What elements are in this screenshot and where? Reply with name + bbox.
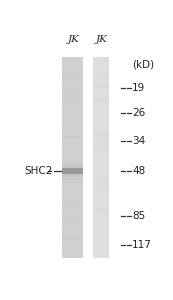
Bar <box>62 173 83 177</box>
Bar <box>93 240 110 244</box>
Bar <box>93 57 110 258</box>
Bar <box>62 244 83 250</box>
Bar <box>62 126 83 130</box>
Text: 26: 26 <box>132 108 145 118</box>
Bar <box>62 163 83 167</box>
Bar <box>62 83 83 87</box>
Bar <box>62 92 83 98</box>
Text: JK: JK <box>67 35 79 44</box>
Bar <box>62 200 83 204</box>
Bar <box>62 74 83 80</box>
Text: 117: 117 <box>132 240 152 250</box>
Bar <box>62 234 83 239</box>
Bar <box>93 73 110 75</box>
Bar <box>93 114 110 118</box>
Bar <box>93 229 110 232</box>
Bar <box>93 250 110 256</box>
Bar <box>62 93 83 98</box>
Bar <box>93 144 110 149</box>
Bar <box>93 93 110 95</box>
Bar <box>62 221 83 224</box>
Bar <box>62 179 83 181</box>
Text: 34: 34 <box>132 136 145 146</box>
Text: 85: 85 <box>132 211 145 221</box>
Bar <box>62 119 83 123</box>
Bar <box>62 57 83 258</box>
Text: JK: JK <box>96 35 108 44</box>
Bar <box>62 100 83 103</box>
Bar <box>93 242 110 245</box>
Bar <box>62 177 83 180</box>
Bar <box>62 179 83 183</box>
Bar <box>93 59 110 62</box>
Bar <box>93 182 110 185</box>
Bar <box>62 192 83 196</box>
Bar <box>62 237 83 242</box>
Bar <box>62 165 83 169</box>
Bar <box>62 61 83 66</box>
Bar <box>62 216 83 221</box>
Bar <box>62 131 83 137</box>
Bar <box>62 57 83 61</box>
Bar <box>93 208 110 213</box>
Bar <box>93 253 110 256</box>
Bar <box>62 162 83 165</box>
Text: (kD): (kD) <box>132 60 154 70</box>
Bar <box>62 211 83 215</box>
Bar <box>62 227 83 230</box>
Bar <box>93 145 110 147</box>
Bar <box>62 136 83 139</box>
Bar <box>93 72 110 75</box>
Bar <box>93 85 110 88</box>
Bar <box>93 132 110 137</box>
Bar <box>93 83 110 85</box>
Bar <box>93 97 110 103</box>
Text: 19: 19 <box>132 83 145 93</box>
Bar <box>62 160 83 166</box>
Bar <box>62 168 83 174</box>
Bar <box>93 250 110 253</box>
Bar <box>62 73 83 75</box>
Text: SHC2: SHC2 <box>24 166 53 176</box>
Text: 48: 48 <box>132 166 145 176</box>
Bar <box>93 133 110 139</box>
